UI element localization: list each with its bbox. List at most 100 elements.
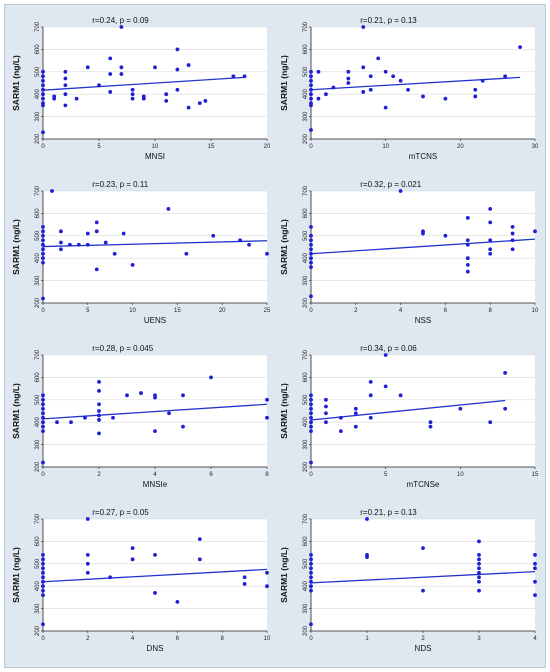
data-point [41,256,45,261]
data-point [63,83,68,88]
data-point [533,552,537,557]
y-tick-label: 300 [303,111,309,122]
x-tick-label: 30 [532,144,539,150]
x-tick-label: 4 [399,308,403,314]
y-tick-label: 500 [35,394,41,405]
x-tick-label: 15 [174,308,181,314]
data-point [63,69,68,74]
plot-area [43,191,267,303]
data-point [368,393,373,398]
data-point [52,96,57,101]
x-axis-label: mTCNSe [407,480,440,489]
y-tick-label: 500 [35,558,41,569]
x-tick-label: 2 [97,472,101,478]
y-axis-label: SARM1 (ng/L) [11,547,21,603]
data-point [309,256,313,261]
data-point [406,87,410,92]
data-point [108,72,113,76]
data-point [41,411,45,416]
data-point [41,296,45,301]
data-point [41,92,45,97]
data-point [309,74,313,79]
data-point [111,415,115,420]
x-axis-label: NDS [415,644,432,653]
data-point [361,90,366,94]
data-point [368,415,373,420]
data-point [398,393,403,398]
data-point [368,74,373,79]
x-tick-label: 25 [264,308,271,314]
data-point [97,431,101,436]
scatter-panel-mnsi: 200 300 400 500 600 700 0 5 10 15 20 MNSI SARM1 (ng/… [11,16,271,161]
data-point [309,561,313,566]
data-point [41,415,45,420]
data-point [443,233,448,238]
data-point [316,69,321,74]
x-tick-label: 10 [532,308,539,314]
x-tick-label: 0 [41,308,45,314]
scatter-panel-uens: 200 300 400 500 600 700 0 5 10 15 20 25 UENS SARM1 (n… [11,180,271,325]
data-point [85,561,90,566]
data-point [41,622,45,627]
data-point [41,393,45,398]
y-tick-label: 500 [303,394,309,405]
y-tick-label: 200 [35,297,41,308]
y-tick-label: 300 [303,439,309,450]
y-tick-label: 500 [303,230,309,241]
data-point [309,411,313,416]
data-point [41,424,45,429]
data-point [265,415,269,420]
y-tick-label: 400 [303,417,309,428]
data-point [41,242,45,247]
data-point [428,424,433,429]
regression-line [310,399,506,421]
data-point [391,74,396,79]
scatter-panel-nss: 200 300 400 500 600 700 0 2 4 6 8 10 NSS SARM1 (ng/L)… [279,180,539,325]
data-point [55,420,59,425]
data-point [488,220,493,225]
data-point [181,424,185,429]
data-point [309,247,313,252]
x-tick-label: 0 [41,144,45,150]
data-point [533,561,537,566]
data-point [175,47,180,52]
plot-area [311,355,535,467]
correlation-annotation: r=0.32, p = 0.021 [360,180,421,189]
data-point [130,87,135,92]
data-point [74,96,79,101]
data-point [503,406,508,411]
data-point [488,247,493,252]
data-point [41,570,45,575]
data-point [533,593,537,598]
x-tick-label: 0 [41,636,45,642]
x-axis-label: MNSI [145,152,165,161]
data-point [510,231,515,236]
x-tick-label: 0 [309,636,313,642]
data-point [376,56,381,61]
data-point [69,420,73,425]
y-tick-label: 700 [303,349,309,360]
x-tick-label: 15 [532,472,539,478]
data-point [41,575,45,580]
data-point [59,247,63,252]
data-point [477,552,481,557]
x-tick-label: 2 [354,308,358,314]
data-point [383,353,388,357]
x-tick-label: 20 [457,144,464,150]
data-point [309,233,313,238]
data-point [265,570,269,575]
data-point [41,406,45,411]
data-point [309,242,313,247]
y-tick-label: 200 [303,625,309,636]
data-point [488,238,493,243]
y-tick-label: 500 [35,66,41,77]
data-point [309,557,313,562]
figure-panel: 200 300 400 500 600 700 0 5 10 15 20 MNSI SARM1 (ng/… [4,4,546,668]
data-point [175,599,180,604]
data-point [164,92,169,97]
y-tick-label: 400 [303,253,309,264]
data-point [458,406,463,411]
data-point [186,105,191,110]
data-point [465,269,470,274]
data-point [97,409,101,413]
